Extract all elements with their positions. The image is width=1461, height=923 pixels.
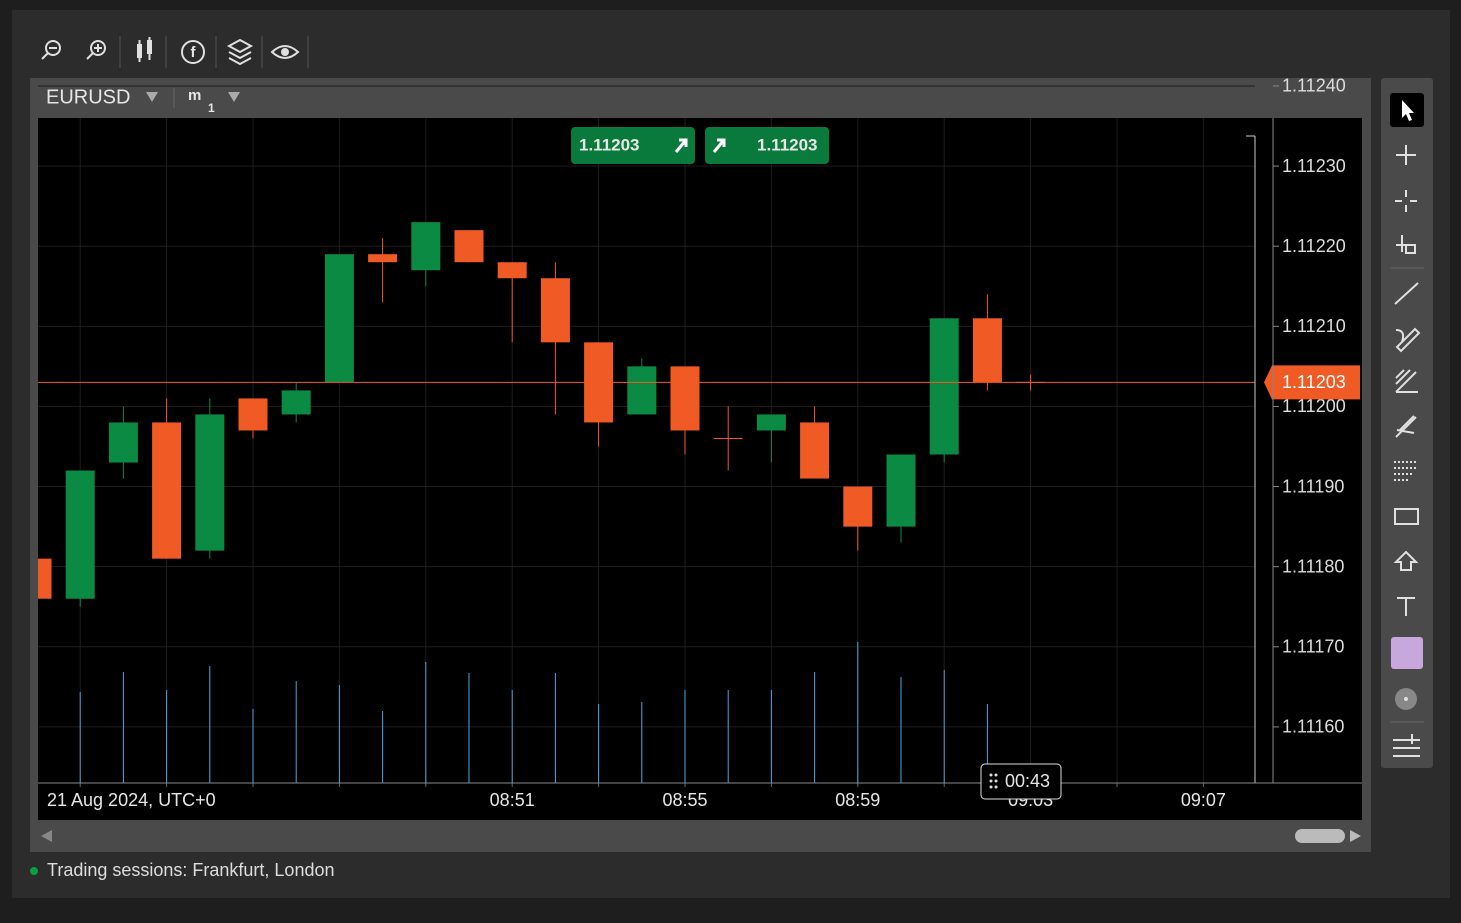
grid-tool[interactable]	[1394, 461, 1418, 481]
candle-body	[65, 470, 95, 599]
candle-body	[627, 366, 657, 415]
x-tick-label: 08:55	[662, 790, 707, 810]
y-tick-label: 1.11160	[1282, 717, 1344, 737]
symbol[interactable]: EURUSD	[46, 86, 130, 108]
axes: 1.11160 1.11170 1.11180 1.11190 1.11200 1.112…	[79, 76, 1360, 810]
visibility[interactable]	[270, 45, 300, 59]
timeframe-count[interactable]: 1	[208, 101, 215, 115]
scroll-thumb[interactable]	[1295, 829, 1345, 843]
candle-body	[411, 222, 441, 271]
svg-text:f: f	[191, 44, 197, 61]
sell-button[interactable]: 1.11203	[571, 127, 695, 164]
color-picker[interactable]	[1391, 637, 1423, 669]
crosshair-tool[interactable]	[1396, 145, 1416, 165]
candle-body	[238, 398, 268, 431]
last-price-label: 1.11203	[1282, 372, 1346, 392]
pen-tool[interactable]	[1395, 327, 1421, 353]
candle-body	[497, 262, 527, 279]
series	[38, 222, 1255, 783]
zoom-out[interactable]	[41, 40, 61, 60]
rectangle-tool[interactable]	[1394, 508, 1419, 525]
ask-price: 1.11203	[757, 135, 818, 154]
line-tool[interactable]	[1394, 282, 1419, 305]
candle-body	[756, 414, 786, 431]
zoom-in[interactable]	[86, 40, 106, 60]
x-tick-label: 08:51	[490, 790, 535, 810]
y-tick-label: 1.11230	[1282, 156, 1346, 176]
candle-body	[324, 254, 354, 383]
y-tick-label: 1.11180	[1282, 556, 1344, 576]
crosshair2-tool[interactable]	[1395, 190, 1417, 212]
channel-tool[interactable]	[1395, 415, 1417, 438]
plot-area	[38, 118, 1362, 820]
candle-body	[281, 390, 311, 415]
candle-body	[713, 437, 743, 439]
candle-body	[152, 422, 182, 559]
candle-body	[108, 422, 138, 463]
buy-button[interactable]: 1.11203	[705, 127, 829, 164]
fib-tool[interactable]	[1395, 369, 1418, 393]
layers[interactable]	[226, 38, 254, 66]
x-tick-label: 08:59	[835, 790, 880, 810]
scroll-right[interactable]	[1350, 830, 1361, 842]
y-tick-label: 1.11170	[1282, 637, 1344, 657]
countdown: 00:43	[980, 763, 1062, 800]
countdown-time: 00:43	[1005, 771, 1050, 791]
symbol-dropdown[interactable]	[146, 92, 158, 102]
measure-tool[interactable]	[1396, 235, 1416, 254]
x-tick-label: 09:07	[1181, 790, 1226, 810]
y-tick-label: 1.11210	[1282, 316, 1346, 336]
timeframe-unit[interactable]: m	[188, 87, 201, 104]
scroll-left[interactable]	[41, 830, 52, 842]
session-dot	[30, 867, 38, 875]
sessions: Trading sessions: Frankfurt, London	[47, 860, 334, 880]
candle-body	[886, 454, 916, 527]
candle-body	[195, 414, 225, 551]
candle-body	[800, 422, 830, 479]
bid-price: 1.11203	[579, 135, 640, 154]
candle-body	[540, 278, 570, 343]
text-tool[interactable]	[1397, 597, 1415, 616]
date-label: 21 Aug 2024, UTC+0	[47, 790, 216, 810]
candle-body	[38, 558, 52, 599]
y-tick-label: 1.11220	[1282, 236, 1346, 256]
arrow-tool[interactable]	[1393, 550, 1419, 571]
drawing-toolbar	[1381, 78, 1433, 768]
y-tick-label: 1.11190	[1282, 476, 1344, 496]
candle-body	[670, 366, 700, 431]
last-price-tag	[1264, 365, 1360, 400]
y-tick-label: 1.11200	[1282, 396, 1346, 416]
candle-body	[843, 486, 873, 527]
candle-body	[972, 318, 1002, 383]
chart-type[interactable]	[137, 37, 152, 62]
indicators[interactable]: f	[181, 40, 205, 64]
y-tick-label: 1.11240	[1282, 76, 1346, 96]
toolbar: f	[41, 36, 309, 68]
settings-tool[interactable]	[1393, 734, 1420, 757]
candle-body	[454, 230, 484, 263]
candle-body	[368, 254, 398, 263]
candle-body	[929, 318, 959, 455]
timeframe-dropdown[interactable]	[228, 92, 240, 102]
